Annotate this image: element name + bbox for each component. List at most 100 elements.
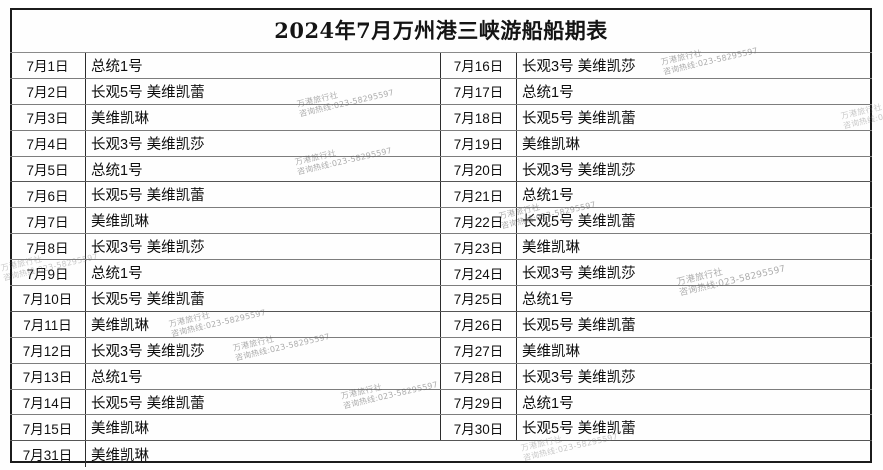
table-row-half-left: 7月14日 长观5号 美维凯蕾 [10,389,441,415]
table-row-half-left: 7月13日 总统1号 [10,363,441,389]
cell-ship: 总统1号 [522,395,574,412]
cell-date: 7月15日 [10,415,86,441]
cell-ship: 美维凯琳 [522,136,580,153]
table-row: 7月12日 长观3号 美维凯莎 7月27日 美维凯琳 [10,337,872,364]
cell-ship: 总统1号 [522,84,574,101]
table-row-half-left: 7月9日 总统1号 [10,260,441,286]
cell-ship: 总统1号 [522,188,574,205]
table-row: 7月4日 长观3号 美维凯莎 7月19日 美维凯琳 [10,130,872,157]
cell-date: 7月9日 [10,260,86,286]
cell-ship: 长观3号 美维凯莎 [522,266,636,283]
cell-date: 7月23日 [441,234,517,260]
cell-date: 7月24日 [441,260,517,286]
cell-ship: 长观5号 美维凯蕾 [91,188,205,205]
table-row-half-right: 7月19日 美维凯琳 [441,130,872,156]
table-row: 7月10日 长观5号 美维凯蕾 7月25日 总统1号 [10,286,872,312]
table-row-half-left: 7月7日 美维凯琳 [10,208,441,234]
table-row-half-right: 7月21日 总统1号 [441,182,872,208]
table-row: 7月1日 总统1号 7月16日 长观3号 美维凯莎 [10,53,872,79]
cell-date: 7月6日 [10,182,86,208]
cell-date: 7月12日 [10,337,86,363]
cell-date: 7月11日 [10,311,86,337]
table-row: 7月2日 长观5号 美维凯蕾 7月17日 总统1号 [10,78,872,105]
table-row-half-right: 7月25日 总统1号 [441,286,872,311]
cell-ship: 长观3号 美维凯莎 [522,369,636,386]
cell-ship: 长观5号 美维凯蕾 [522,110,636,127]
table-row: 7月15日 美维凯琳 7月30日 长观5号 美维凯蕾 [10,415,872,442]
cell-date: 7月14日 [10,389,86,415]
cell-ship: 美维凯琳 [91,214,149,231]
table-row: 7月8日 长观3号 美维凯莎 7月23日 美维凯琳 [10,234,872,261]
table-row-half-left: 7月15日 美维凯琳 [10,415,441,441]
cell-date: 7月27日 [441,337,517,363]
table-row-half-left: 7月1日 总统1号 [10,53,441,78]
table-row-half-left: 7月4日 长观3号 美维凯莎 [10,130,441,156]
table-row: 7月6日 长观5号 美维凯蕾 7月21日 总统1号 [10,182,872,209]
table-row-half-left: 7月10日 长观5号 美维凯蕾 [10,286,441,311]
table-row: 7月14日 长观5号 美维凯蕾 7月29日 总统1号 [10,389,872,416]
cell-ship: 美维凯琳 [91,110,149,127]
table-row-half-right: 7月26日 长观5号 美维凯蕾 [441,311,872,337]
cell-ship: 长观3号 美维凯莎 [91,136,205,153]
schedule-table: 7月1日 总统1号 7月16日 长观3号 美维凯莎 7月2日 长观5号 美维凯蕾 7月17日… [10,53,872,468]
table-outer-frame [10,8,872,463]
cell-ship: 美维凯琳 [91,421,149,438]
cell-ship: 长观3号 美维凯莎 [91,343,205,360]
cell-date: 7月31日 [10,441,86,468]
cell-date: 7月13日 [10,363,86,389]
cell-ship: 总统1号 [522,291,574,308]
cell-ship: 长观5号 美维凯蕾 [91,84,205,101]
cell-ship: 总统1号 [91,369,143,386]
title-band: 2024年7月万州港三峡游船船期表 [10,8,872,53]
table-row: 7月7日 美维凯琳 7月22日 长观5号 美维凯蕾 [10,208,872,235]
cell-date: 7月28日 [441,363,517,389]
table-row-half-right: 7月27日 美维凯琳 [441,337,872,363]
table-row-half-left: 7月6日 长观5号 美维凯蕾 [10,182,441,208]
cell-ship: 总统1号 [91,58,143,75]
table-row: 7月11日 美维凯琳 7月26日 长观5号 美维凯蕾 [10,311,872,338]
table-row-half-right: 7月30日 长观5号 美维凯蕾 [441,415,872,441]
cell-date: 7月18日 [441,104,517,130]
cell-ship: 总统1号 [91,266,143,283]
cell-date: 7月29日 [441,389,517,415]
cell-ship: 美维凯琳 [91,447,149,464]
cell-date: 7月4日 [10,130,86,156]
table-row-half-right: 7月16日 长观3号 美维凯莎 [441,53,872,78]
table-row: 7月5日 总统1号 7月20日 长观3号 美维凯莎 [10,156,872,183]
cell-ship: 长观3号 美维凯莎 [522,58,636,75]
cell-date: 7月5日 [10,156,86,182]
cell-ship: 美维凯琳 [91,317,149,334]
cell-date: 7月1日 [10,53,86,78]
cell-ship: 总统1号 [91,162,143,179]
cell-ship: 长观5号 美维凯蕾 [522,214,636,231]
cell-ship: 美维凯琳 [522,240,580,257]
table-row: 7月9日 总统1号 7月24日 长观3号 美维凯莎 [10,260,872,287]
cell-ship: 美维凯琳 [522,343,580,360]
table-row-half-left: 7月8日 长观3号 美维凯莎 [10,234,441,260]
table-row-half-right: 7月24日 长观3号 美维凯莎 [441,260,872,286]
table-row-half-left: 7月3日 美维凯琳 [10,104,441,130]
cell-date: 7月30日 [441,415,517,441]
cell-date: 7月3日 [10,104,86,130]
cell-date: 7月16日 [441,53,517,78]
table-row-half-left: 7月2日 长观5号 美维凯蕾 [10,78,441,104]
table-row-half-left: 7月11日 美维凯琳 [10,311,441,337]
table-row-final: 7月31日 美维凯琳 [10,441,872,468]
table-row-half-left: 7月12日 长观3号 美维凯莎 [10,337,441,363]
cell-date: 7月17日 [441,78,517,104]
table-row: 7月13日 总统1号 7月28日 长观3号 美维凯莎 [10,363,872,390]
cell-ship: 长观3号 美维凯莎 [522,162,636,179]
cell-date: 7月26日 [441,311,517,337]
cell-date: 7月20日 [441,156,517,182]
table-row-half-right: 7月20日 长观3号 美维凯莎 [441,156,872,182]
table-row-half-left: 7月31日 美维凯琳 [10,441,872,468]
cell-ship: 长观3号 美维凯莎 [91,240,205,257]
cell-date: 7月10日 [10,286,86,311]
table-row: 7月3日 美维凯琳 7月18日 长观5号 美维凯蕾 [10,104,872,131]
cell-date: 7月21日 [441,182,517,208]
cell-date: 7月8日 [10,234,86,260]
cell-ship: 长观5号 美维凯蕾 [522,421,636,438]
cell-date: 7月19日 [441,130,517,156]
table-row-half-right: 7月18日 长观5号 美维凯蕾 [441,104,872,130]
